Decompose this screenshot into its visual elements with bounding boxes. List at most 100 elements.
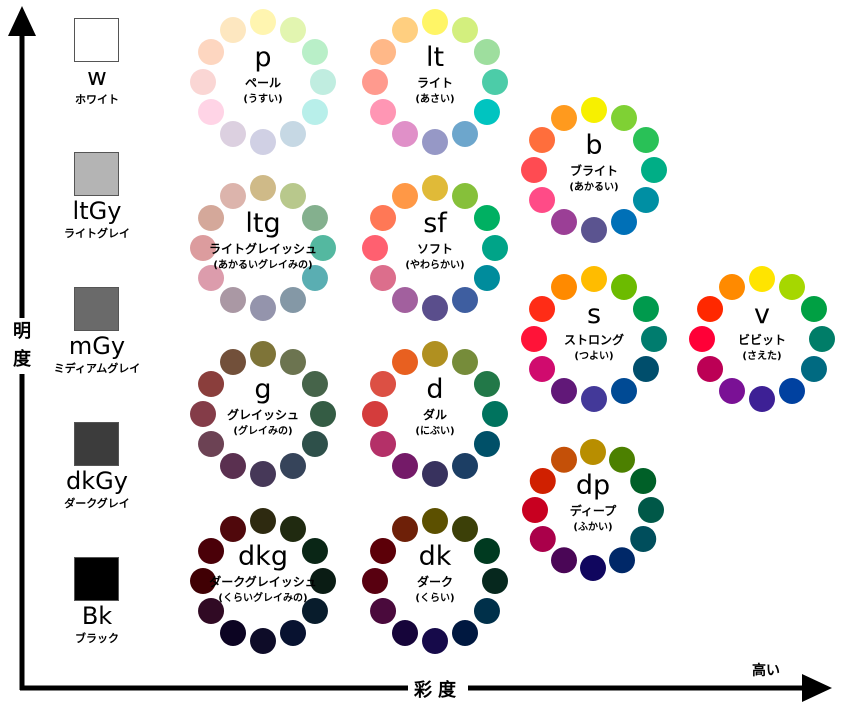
color-dot-ltg-8 (198, 265, 225, 291)
color-dot-ltg-9 (190, 235, 216, 261)
horizontal-axis-label: 彩度 (408, 676, 468, 702)
color-dot-sf-0 (422, 175, 448, 201)
color-dot-sf-10 (370, 205, 397, 231)
color-dot-p-4 (301, 99, 328, 125)
horizontal-axis-high-label: 高い (752, 663, 780, 679)
color-dot-dk-4 (473, 598, 500, 624)
color-dot-s-8 (529, 356, 556, 382)
color-dot-sf-5 (452, 286, 478, 313)
color-dot-v-4 (800, 356, 827, 382)
color-dot-g-10 (198, 371, 225, 397)
achromatic-swatch (74, 18, 119, 62)
tone-reading: (くらいグレイみの) (218, 593, 308, 604)
color-dot-dkg-6 (250, 628, 276, 654)
color-dot-b-9 (521, 157, 547, 183)
tone-ring-v (689, 266, 835, 412)
color-dot-s-6 (581, 386, 607, 412)
color-dot-d-10 (370, 371, 397, 397)
tone-abbr: p (254, 42, 272, 73)
color-dot-d-2 (473, 371, 500, 397)
color-dot-v-7 (719, 377, 745, 404)
tone-abbr: sf (423, 208, 447, 239)
tone-ring-s (521, 266, 667, 412)
color-dot-ltg-10 (198, 205, 225, 231)
achromatic-swatch (74, 557, 119, 601)
tone-ring-p (190, 9, 336, 155)
color-dot-d-3 (482, 401, 508, 427)
tone-name: ライトグレイッシュ (208, 242, 318, 256)
color-dot-dp-2 (630, 468, 657, 494)
color-dot-sf-2 (473, 205, 500, 231)
tone-abbr: s (586, 299, 602, 330)
tone-ring-ltg (190, 175, 336, 321)
achromatic-abbr: w (87, 63, 107, 91)
achromatic-name: ホワイト (75, 93, 119, 106)
color-dot-p-10 (198, 39, 225, 65)
color-dot-lt-7 (392, 120, 418, 147)
color-dot-ltg-1 (280, 183, 306, 210)
color-dot-v-2 (800, 296, 827, 322)
color-dot-sf-3 (482, 235, 508, 261)
tone-reading: (あさい) (415, 94, 455, 105)
tone-name: ライト (416, 76, 454, 90)
color-dot-s-5 (611, 377, 637, 404)
color-dot-g-9 (190, 401, 216, 427)
color-dot-p-0 (250, 9, 276, 35)
color-dot-b-11 (551, 105, 577, 132)
color-dot-ltg-7 (220, 286, 246, 313)
color-dot-ltg-3 (310, 235, 336, 261)
color-dot-lt-6 (422, 129, 448, 155)
color-dot-s-10 (529, 296, 556, 322)
color-dot-dp-5 (609, 547, 635, 574)
color-dot-g-11 (220, 349, 246, 376)
color-dot-sf-6 (422, 295, 448, 321)
color-dot-lt-11 (392, 17, 418, 44)
color-dot-dkg-7 (220, 619, 246, 646)
color-dot-dp-0 (580, 439, 606, 465)
color-dot-b-7 (551, 208, 577, 235)
color-dot-dkg-9 (190, 568, 216, 594)
tone-reading: (あかるいグレイみの) (213, 260, 313, 271)
achromatic-abbr: mGy (68, 332, 126, 360)
color-dot-s-1 (611, 274, 637, 301)
color-dot-dk-10 (370, 538, 397, 564)
tone-ring-dkg (190, 508, 336, 654)
color-dot-d-5 (452, 452, 478, 479)
tone-name: ビビット (737, 333, 787, 347)
tone-name: ソフト (416, 242, 454, 256)
color-dot-dk-9 (362, 568, 388, 594)
color-dot-s-3 (641, 326, 667, 352)
color-dot-dp-11 (551, 446, 577, 473)
color-dot-p-6 (250, 129, 276, 155)
tone-ring-sf (362, 175, 508, 321)
color-dot-d-4 (473, 431, 500, 457)
color-dot-dk-0 (422, 508, 448, 534)
color-dot-p-2 (301, 39, 328, 65)
color-dot-dkg-2 (301, 538, 328, 564)
color-dot-b-5 (611, 208, 637, 235)
color-dot-dk-5 (452, 619, 478, 646)
color-dot-dkg-3 (310, 568, 336, 594)
tone-name: ダークグレイッシュ (209, 575, 317, 589)
tone-abbr: g (254, 374, 272, 405)
color-dot-s-7 (551, 377, 577, 404)
color-dot-v-1 (779, 274, 805, 301)
color-dot-dp-1 (609, 446, 635, 473)
tone-ring-lt (362, 9, 508, 155)
color-dot-v-8 (697, 356, 724, 382)
color-dot-dk-2 (473, 538, 500, 564)
color-dot-dp-3 (638, 497, 664, 523)
color-dot-dk-8 (370, 598, 397, 624)
achromatic-name: ダークグレイ (64, 497, 130, 510)
tone-abbr: v (754, 299, 770, 330)
color-dot-dp-8 (529, 526, 556, 552)
tone-name: ディープ (569, 504, 617, 518)
color-dot-lt-8 (370, 99, 397, 125)
color-dot-sf-7 (392, 286, 418, 313)
tone-ring-d (362, 341, 508, 487)
color-dot-sf-9 (362, 235, 388, 261)
color-dot-b-3 (641, 157, 667, 183)
color-dot-dp-4 (630, 526, 657, 552)
